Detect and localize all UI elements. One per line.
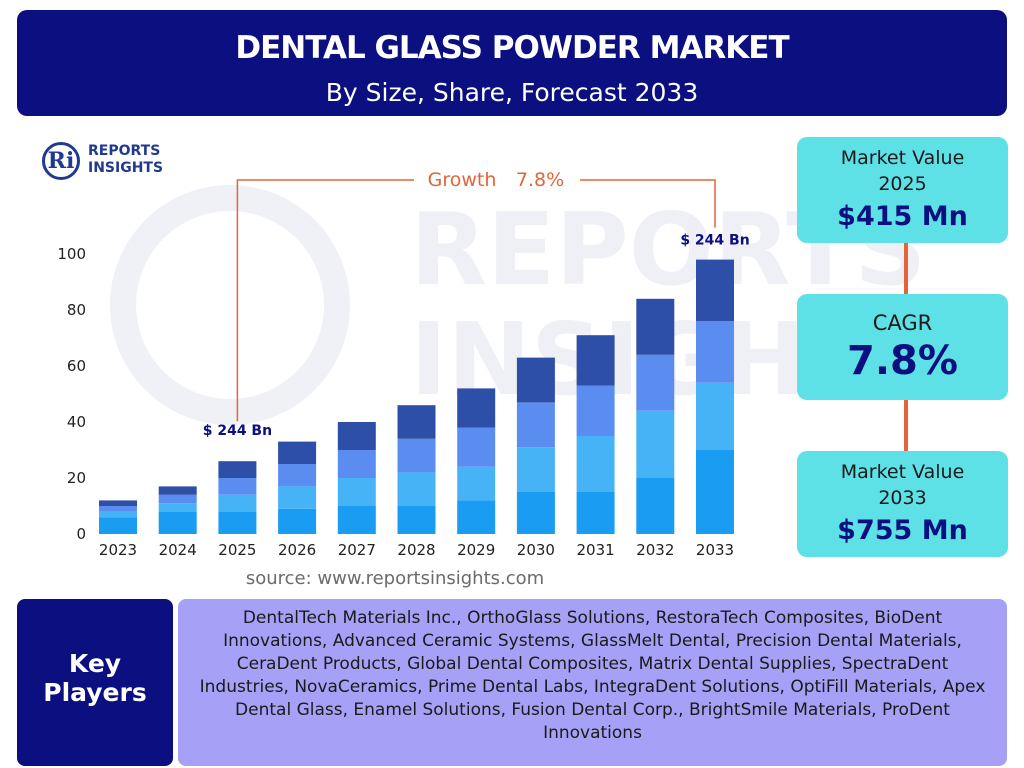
source-note: source: www.reportsinsights.com xyxy=(245,568,545,589)
x-tick-label: 2031 xyxy=(577,541,615,559)
y-tick-label: 20 xyxy=(67,469,86,487)
y-tick-label: 60 xyxy=(67,357,86,375)
bar-segment xyxy=(516,447,555,492)
bar-segment xyxy=(457,388,496,428)
page-title: DENTAL GLASS POWDER MARKET xyxy=(235,30,789,66)
market-value-2025: $415 Mn xyxy=(837,201,968,232)
bar-segment xyxy=(636,298,675,355)
bar-segment xyxy=(576,492,615,534)
bar-segment xyxy=(218,511,257,534)
bar-segment xyxy=(218,494,257,512)
x-tick-label: 2024 xyxy=(159,541,197,559)
x-tick-label: 2025 xyxy=(218,541,256,559)
bar-segment xyxy=(397,438,436,473)
bar-segment xyxy=(576,335,615,386)
x-tick-label: 2032 xyxy=(636,541,674,559)
cagr-value: 7.8% xyxy=(847,338,958,384)
bar-segment xyxy=(397,506,436,534)
bar-segment xyxy=(337,478,376,506)
bar-segment xyxy=(218,461,257,478)
bar-segment xyxy=(99,506,137,512)
key-players-list: DentalTech Materials Inc., OrthoGlass So… xyxy=(178,599,1007,766)
x-tick-label: 2029 xyxy=(457,541,495,559)
market-value-2033: $755 Mn xyxy=(837,515,968,546)
growth-label: Growth xyxy=(428,169,497,191)
bar-segment xyxy=(218,478,257,495)
header-banner: DENTAL GLASS POWDER MARKET By Size, Shar… xyxy=(17,10,1007,116)
bar-segment xyxy=(158,494,197,504)
bar-segment xyxy=(278,486,317,509)
bar-segment xyxy=(457,466,496,501)
logo-mark-icon: Ri xyxy=(42,142,80,180)
page-subtitle: By Size, Share, Forecast 2033 xyxy=(325,78,699,107)
logo-text: REPORTS INSIGHTS xyxy=(88,143,163,177)
y-tick-label: 40 xyxy=(67,413,86,431)
key-players-label: Key Players xyxy=(17,599,173,766)
market-value-2025-label: Market Value 2025 xyxy=(840,147,965,195)
bar-segment xyxy=(516,492,555,534)
connector-line xyxy=(904,400,908,451)
connector-line xyxy=(904,243,908,294)
x-tick-label: 2023 xyxy=(99,541,137,559)
bar-segment xyxy=(516,357,555,403)
bar-segment xyxy=(337,450,376,478)
x-tick-label: 2028 xyxy=(397,541,435,559)
bar-segment xyxy=(457,427,496,467)
growth-value: 7.8% xyxy=(516,169,564,191)
bar-segment xyxy=(99,517,137,534)
end-value-label: $ 244 Bn xyxy=(680,233,749,249)
bar-segment xyxy=(696,382,734,450)
bar-segment xyxy=(696,450,734,534)
bar-segment xyxy=(337,422,376,450)
logo-line-2: INSIGHTS xyxy=(88,160,164,176)
logo-line-1: REPORTS xyxy=(88,143,161,159)
cagr-card: CAGR 7.8% xyxy=(797,294,1008,400)
bar-segment xyxy=(158,503,197,512)
bar-segment xyxy=(576,385,615,436)
cagr-label: CAGR xyxy=(872,311,933,335)
y-tick-label: 0 xyxy=(76,525,86,543)
x-tick-label: 2026 xyxy=(278,541,316,559)
market-bar-chart: 0 20 40 60 80 100 2023 2024 2025 2026 2027 2028 2029… xyxy=(57,169,749,559)
bar-segment xyxy=(158,486,197,495)
reports-insights-logo: Ri REPORTS INSIGHTS xyxy=(42,140,182,184)
bar-segment xyxy=(457,500,496,534)
x-tick-label: 2027 xyxy=(338,541,376,559)
start-value-label: $ 244 Bn xyxy=(203,423,272,439)
x-tick-label: 2033 xyxy=(696,541,734,559)
bar-segment xyxy=(636,354,675,411)
bar-segment xyxy=(636,478,675,534)
bar-segment xyxy=(576,436,615,492)
y-tick-label: 80 xyxy=(67,301,86,319)
bar-segment xyxy=(696,259,734,322)
bar-segment xyxy=(99,511,137,518)
market-value-2033-label: Market Value 2033 xyxy=(840,461,965,509)
bar-segment xyxy=(99,500,137,506)
bar-segment xyxy=(278,464,317,487)
market-value-2025-card: Market Value 2025 $415 Mn xyxy=(797,137,1008,243)
bar-segment xyxy=(397,472,436,506)
growth-line-right xyxy=(580,179,716,228)
x-tick-label: 2030 xyxy=(517,541,555,559)
market-value-2033-card: Market Value 2033 $755 Mn xyxy=(797,451,1008,557)
bar-segment xyxy=(397,405,436,439)
y-tick-label: 100 xyxy=(57,245,86,263)
bar-segment xyxy=(278,508,317,534)
bar-segment xyxy=(278,441,317,464)
bar-segment xyxy=(337,506,376,534)
bar-segment xyxy=(158,511,197,534)
bar-segment xyxy=(636,410,675,478)
growth-line-left xyxy=(236,179,414,422)
bar-segment xyxy=(696,321,734,383)
bar-segment xyxy=(516,402,555,448)
